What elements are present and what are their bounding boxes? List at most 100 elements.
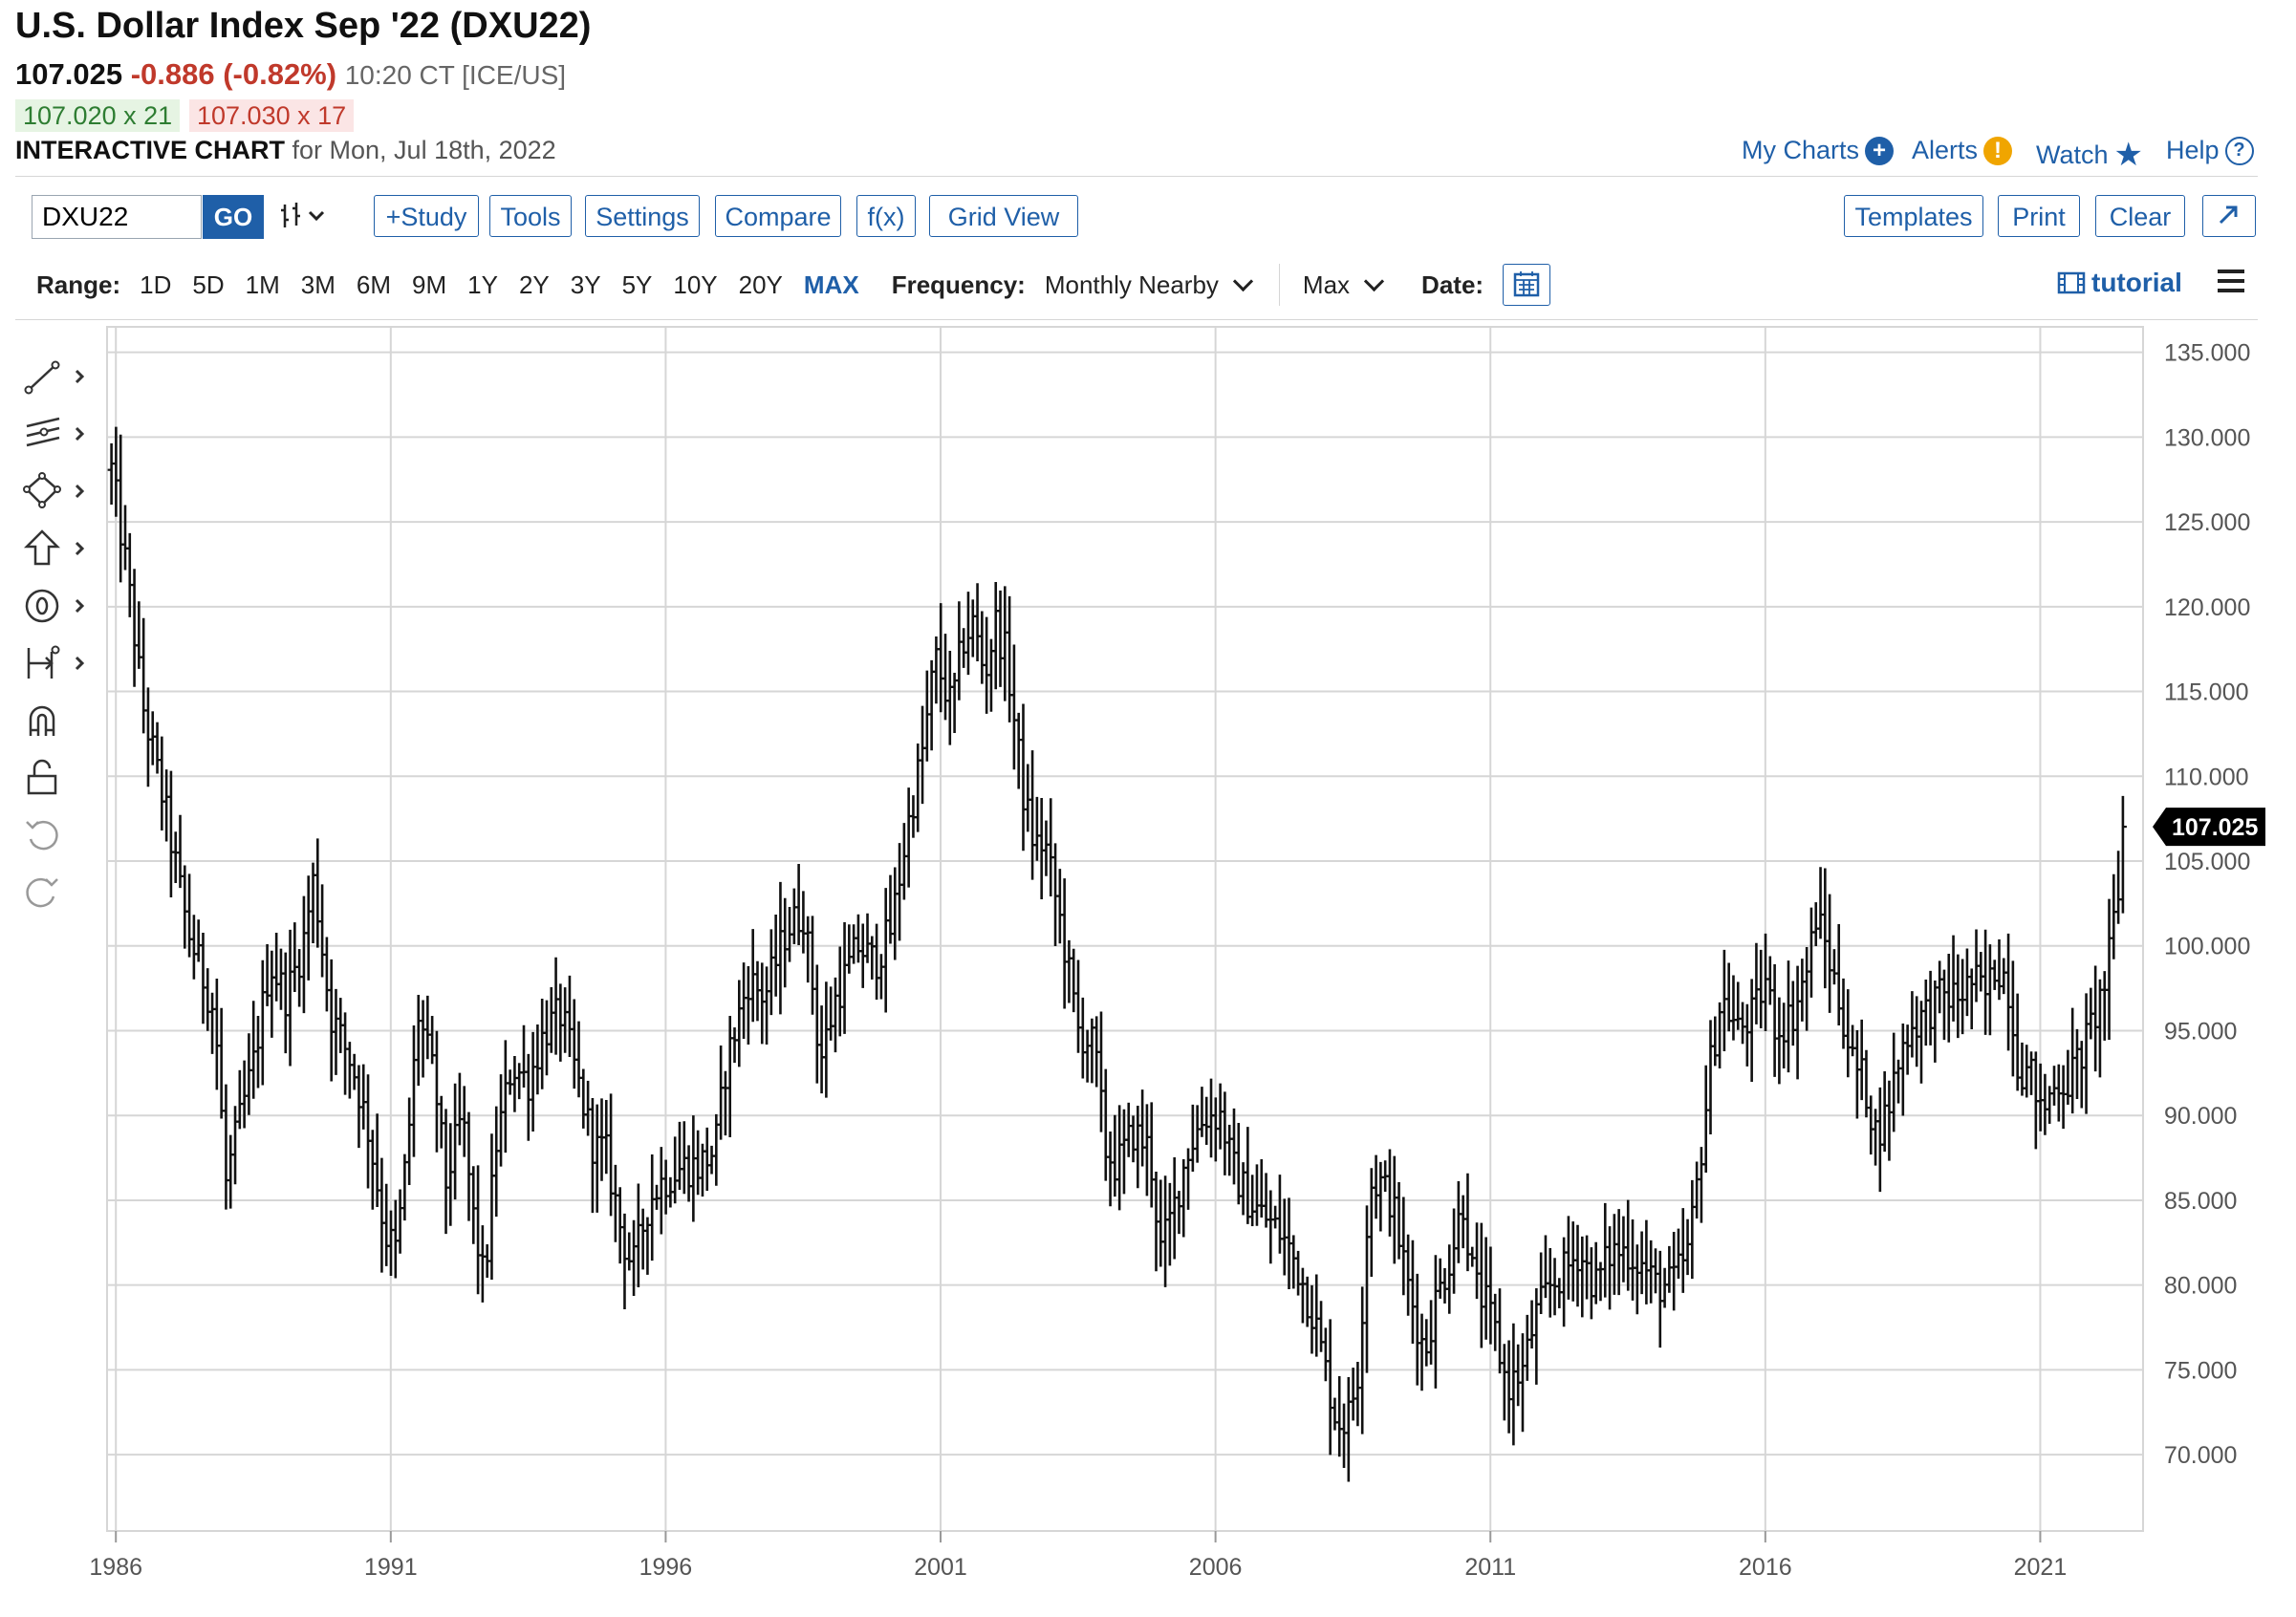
ohlc-bar bbox=[1372, 1154, 1380, 1219]
ohlc-bar bbox=[1679, 1208, 1687, 1293]
fx-button[interactable]: f(x) bbox=[856, 195, 916, 237]
expand-button[interactable] bbox=[2202, 195, 2256, 237]
range-3y[interactable]: 3Y bbox=[570, 270, 601, 299]
chart-type-button[interactable] bbox=[277, 197, 340, 235]
ohlc-bar bbox=[2046, 1086, 2054, 1124]
ohlc-bar bbox=[1939, 969, 1948, 1041]
ohlc-bar bbox=[1583, 1235, 1592, 1300]
ohlc-bar bbox=[291, 922, 299, 992]
ohlc-bar bbox=[1422, 1319, 1431, 1367]
measure-tool[interactable] bbox=[23, 642, 90, 684]
frequency-select[interactable]: Monthly Nearby bbox=[1045, 270, 1254, 300]
ohlc-bar bbox=[272, 932, 281, 1002]
range-max[interactable]: MAX bbox=[803, 270, 859, 299]
ohlc-bar bbox=[1101, 1068, 1110, 1181]
ohlc-bar bbox=[2069, 1007, 2077, 1114]
ohlc-bar bbox=[1427, 1300, 1436, 1365]
arrow-tool[interactable] bbox=[23, 528, 90, 570]
symbol-input[interactable] bbox=[32, 195, 202, 239]
range-20y[interactable]: 20Y bbox=[738, 270, 783, 299]
grid-view-button[interactable]: Grid View bbox=[929, 195, 1078, 237]
range-5y[interactable]: 5Y bbox=[621, 270, 653, 299]
ohlc-bar bbox=[817, 1005, 826, 1094]
ohlc-bar bbox=[1486, 1246, 1495, 1345]
ohlc-bar bbox=[204, 968, 212, 1031]
ohlc-bar bbox=[350, 1053, 358, 1090]
ohlc-bar bbox=[143, 687, 152, 787]
trendline-tool[interactable] bbox=[23, 356, 90, 398]
period-select[interactable]: Max bbox=[1303, 270, 1385, 300]
unlock-icon bbox=[27, 759, 57, 795]
ohlc-bar bbox=[1418, 1313, 1426, 1391]
ohlc-bar bbox=[432, 1030, 441, 1153]
ohlc-bar bbox=[850, 924, 858, 964]
ohlc-bar bbox=[263, 943, 271, 1006]
range-2y[interactable]: 2Y bbox=[518, 270, 550, 299]
ohlc-bar bbox=[799, 891, 808, 954]
range-1d[interactable]: 1D bbox=[140, 270, 172, 299]
shape-tool[interactable] bbox=[23, 470, 90, 512]
annotation-tool[interactable] bbox=[23, 585, 90, 627]
ohlc-bar bbox=[593, 1104, 601, 1213]
ohlc-bar bbox=[1711, 1016, 1720, 1067]
ohlc-bar bbox=[1614, 1209, 1623, 1296]
ohlc-bar bbox=[1001, 586, 1009, 701]
settings-button[interactable]: Settings bbox=[585, 195, 700, 237]
ohlc-bar bbox=[1926, 970, 1935, 1046]
date-picker-button[interactable] bbox=[1503, 264, 1551, 306]
tools-button[interactable]: Tools bbox=[489, 195, 572, 237]
my-charts-label: My Charts bbox=[1742, 136, 1860, 164]
templates-button[interactable]: Templates bbox=[1844, 195, 1983, 237]
my-charts-link[interactable]: My Charts + bbox=[1742, 136, 1895, 165]
ohlc-bar bbox=[1344, 1376, 1353, 1482]
redo-tool[interactable] bbox=[23, 872, 90, 914]
redo-icon bbox=[26, 877, 58, 908]
chart-grid bbox=[106, 326, 2144, 1532]
ohlc-bar bbox=[396, 1189, 404, 1254]
range-10y[interactable]: 10Y bbox=[673, 270, 718, 299]
ohlc-bar bbox=[166, 770, 175, 897]
range-6m[interactable]: 6M bbox=[356, 270, 391, 299]
ohlc-bar bbox=[515, 1063, 524, 1100]
ohlc-bar bbox=[1454, 1180, 1462, 1263]
range-9m[interactable]: 9M bbox=[412, 270, 447, 299]
ohlc-bar bbox=[804, 916, 812, 983]
print-button[interactable]: Print bbox=[1998, 195, 2080, 237]
ohlc-bar bbox=[986, 638, 995, 712]
ohlc-bar bbox=[1784, 960, 1792, 1073]
ohlc-bar bbox=[135, 601, 143, 669]
watch-link[interactable]: Watch ★ bbox=[2036, 136, 2143, 174]
range-1m[interactable]: 1M bbox=[245, 270, 280, 299]
y-tick-label: 115.000 bbox=[2164, 679, 2249, 706]
channel-tool[interactable] bbox=[23, 413, 90, 455]
ohlc-bar bbox=[1959, 959, 1967, 1035]
go-button[interactable]: GO bbox=[203, 195, 264, 239]
clear-button[interactable]: Clear bbox=[2095, 195, 2185, 237]
ohlc-bar bbox=[763, 966, 771, 1046]
lock-tool[interactable] bbox=[23, 757, 90, 799]
menu-button[interactable] bbox=[2216, 268, 2246, 294]
ohlc-bar bbox=[1482, 1237, 1490, 1340]
alerts-link[interactable]: Alerts ! bbox=[1912, 136, 2013, 165]
magnet-tool[interactable] bbox=[23, 700, 90, 742]
quote-line: 107.025 -0.886 (-0.82%) 10:20 CT [ICE/US… bbox=[15, 57, 566, 92]
undo-tool[interactable] bbox=[23, 814, 90, 856]
ohlc-bar bbox=[253, 1016, 262, 1089]
help-link[interactable]: Help ? bbox=[2166, 136, 2254, 165]
range-3m[interactable]: 3M bbox=[300, 270, 336, 299]
ohlc-bar bbox=[1811, 902, 1820, 947]
range-5d[interactable]: 5D bbox=[192, 270, 225, 299]
range-1y[interactable]: 1Y bbox=[467, 270, 498, 299]
ohlc-bar bbox=[140, 617, 148, 734]
ohlc-bar bbox=[345, 1042, 354, 1099]
compare-button[interactable]: Compare bbox=[715, 195, 841, 237]
add-study-button[interactable]: +Study bbox=[374, 195, 479, 237]
tutorial-link[interactable]: tutorial bbox=[2057, 268, 2182, 298]
ohlc-bar bbox=[189, 915, 198, 980]
ohlc-bar bbox=[1473, 1222, 1482, 1300]
ohlc-bar bbox=[1706, 1020, 1715, 1135]
ohlc-bar bbox=[2013, 993, 2022, 1091]
ohlc-bar bbox=[556, 983, 565, 1062]
ohlc-bar bbox=[1629, 1218, 1637, 1301]
